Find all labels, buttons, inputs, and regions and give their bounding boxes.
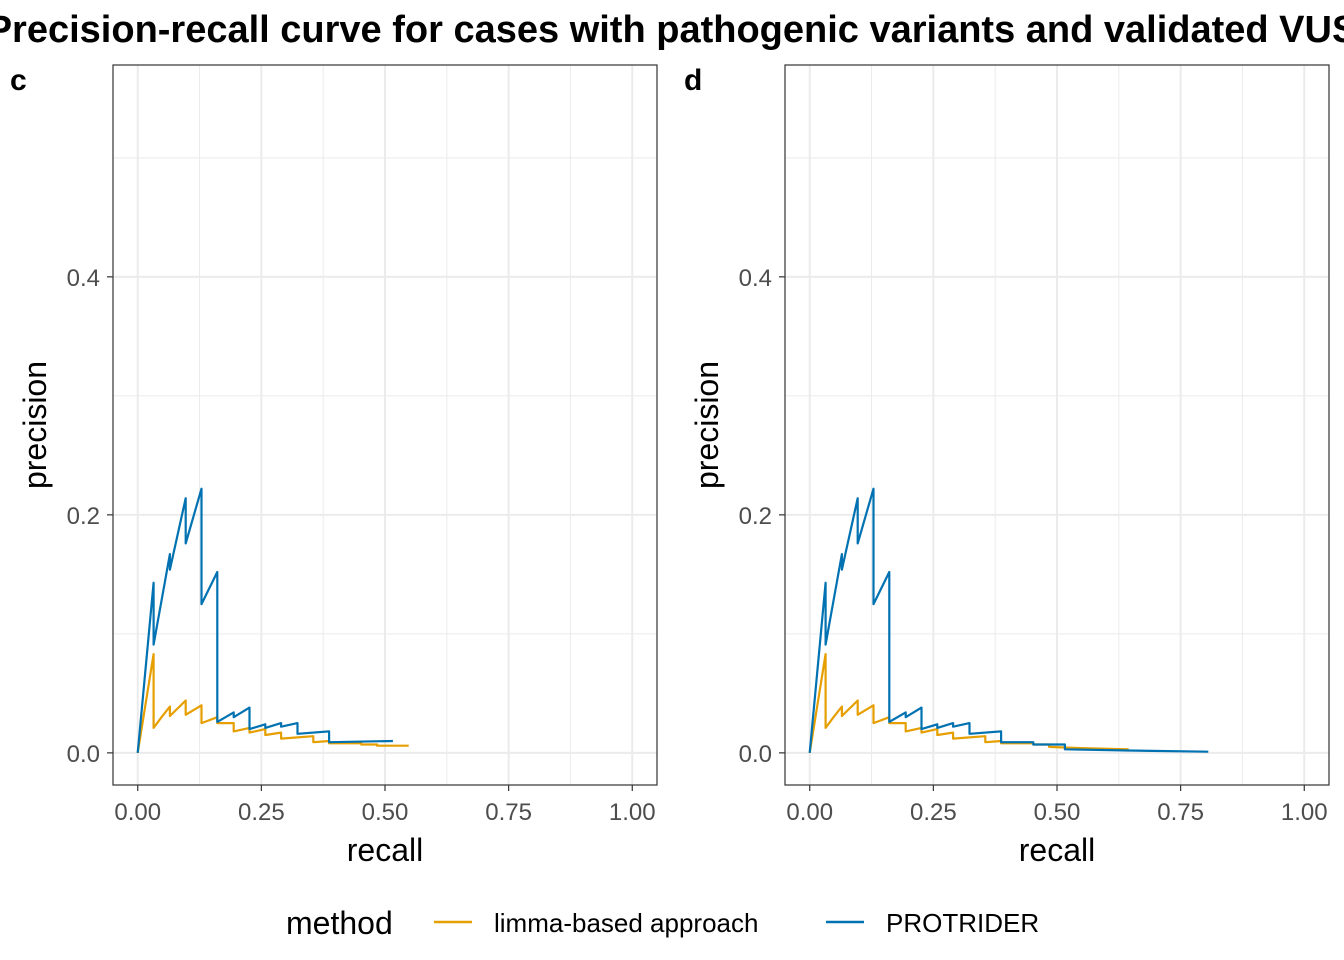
x-axis-title: recall <box>1019 832 1095 868</box>
x-axis-title: recall <box>347 832 423 868</box>
y-tick-label: 0.0 <box>67 741 100 768</box>
x-tick-label: 0.00 <box>786 799 833 826</box>
x-tick-label: 0.25 <box>238 799 285 826</box>
y-tick-label: 0.2 <box>739 503 772 530</box>
y-tick-label: 0.4 <box>67 265 100 292</box>
x-tick-label: 0.75 <box>1157 799 1204 826</box>
y-axis-title: precision <box>689 361 725 489</box>
panel-d: 0.00 0.25 0.50 0.75 1.00 0.0 0.2 0.4 recall preci… <box>684 64 1330 868</box>
y-tick-label: 0.2 <box>67 503 100 530</box>
panel-c: 0.00 0.25 0.50 0.75 1.00 0.0 0.2 0.4 recall preci… <box>10 64 658 868</box>
series-line-protrider <box>808 487 1209 754</box>
legend-title: method <box>286 905 393 941</box>
x-tick-label: 0.75 <box>485 799 532 826</box>
panel-tag: c <box>10 64 27 97</box>
legend-label-limma: limma-based approach <box>494 908 758 938</box>
legend: method limma-based approach PROTRIDER <box>286 905 1039 941</box>
legend-label-protrider: PROTRIDER <box>886 908 1039 938</box>
x-tick-label: 0.00 <box>114 799 161 826</box>
x-tick-label: 0.50 <box>362 799 409 826</box>
x-tick-label: 0.50 <box>1034 799 1081 826</box>
y-axis-title: precision <box>17 361 53 489</box>
figure-title: Precision-recall curve for cases with pa… <box>0 9 1344 51</box>
y-tick-label: 0.0 <box>739 741 772 768</box>
x-tick-label: 1.00 <box>609 799 656 826</box>
y-tick-label: 0.4 <box>739 265 772 292</box>
x-tick-label: 1.00 <box>1281 799 1328 826</box>
series-line-protrider <box>136 487 393 754</box>
panel-tag: d <box>684 64 702 97</box>
x-tick-label: 0.25 <box>910 799 957 826</box>
